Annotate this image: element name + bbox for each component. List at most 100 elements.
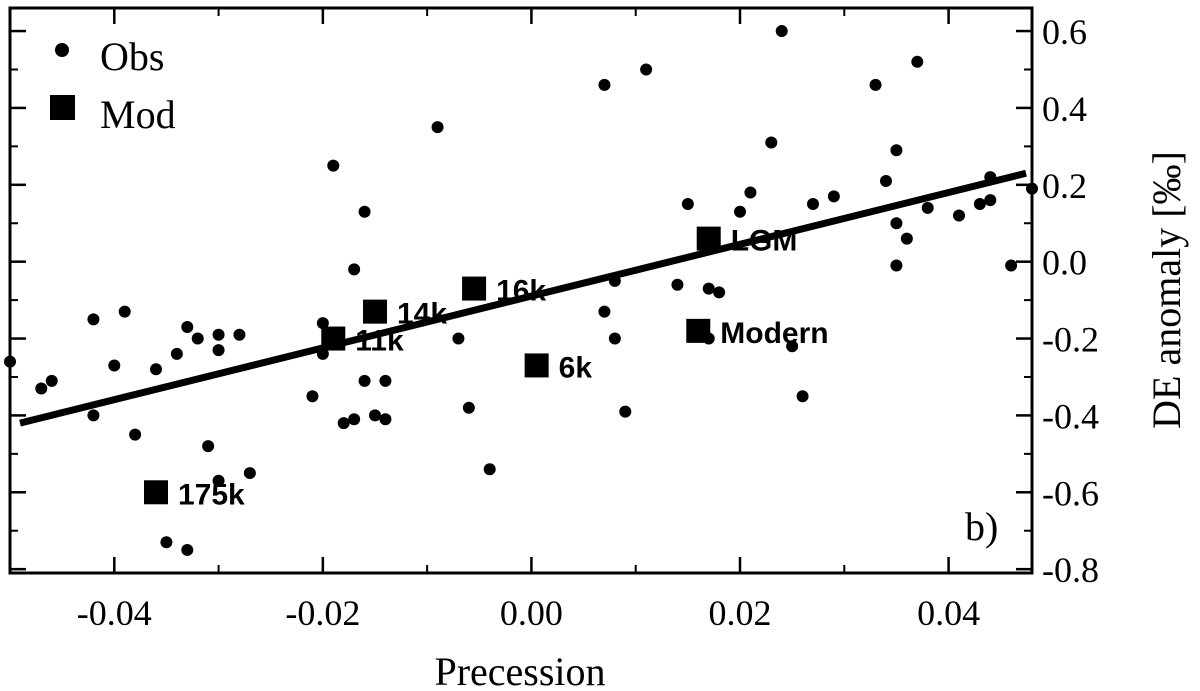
obs-point <box>181 543 194 556</box>
mod-point <box>321 326 346 351</box>
legend-mod-label: Mod <box>100 92 176 137</box>
y-axis: -0.8 -0.6 -0.4 -0.2 0.0 0.2 0.4 0.6 <box>10 12 1099 590</box>
mod-point-label: 11k <box>355 325 404 358</box>
obs-point <box>452 332 465 345</box>
y-tick-label: -0.4 <box>1042 396 1099 436</box>
obs-point <box>1005 259 1018 272</box>
obs-point <box>796 390 809 403</box>
mod-point-label: 175k <box>178 478 245 511</box>
obs-point <box>379 413 392 426</box>
y-tick-label: 0.4 <box>1042 89 1087 129</box>
obs-point <box>160 536 173 549</box>
x-tick-label: 0.04 <box>917 593 980 633</box>
mod-point <box>696 226 721 251</box>
mod-point <box>686 318 711 343</box>
regression-line <box>19 169 1027 427</box>
obs-point <box>827 190 840 203</box>
obs-point <box>358 205 371 218</box>
mod-point-label: 6k <box>559 351 593 384</box>
obs-point <box>984 194 997 207</box>
obs-point <box>306 390 319 403</box>
x-tick-label: -0.02 <box>285 593 360 633</box>
obs-point <box>619 405 632 418</box>
obs-point <box>243 467 256 480</box>
mod-point <box>363 299 387 324</box>
obs-point <box>181 321 194 334</box>
mod-point-label: LGM <box>731 225 798 258</box>
legend: Obs Mod <box>50 34 176 137</box>
obs-point <box>900 232 913 245</box>
obs-point <box>734 205 746 218</box>
obs-point <box>973 198 986 211</box>
obs-point <box>212 344 225 357</box>
x-tick-label: -0.04 <box>77 593 152 633</box>
obs-point <box>316 317 329 330</box>
obs-point <box>713 286 726 299</box>
obs-point <box>129 428 142 441</box>
obs-point <box>337 417 350 430</box>
obs-point <box>108 359 121 372</box>
obs-point <box>369 409 381 422</box>
mod-point-label: 16k <box>496 275 546 308</box>
obs-point <box>45 374 58 387</box>
y-tick-label: 0.2 <box>1042 166 1087 206</box>
legend-obs-marker <box>55 43 69 57</box>
obs-point <box>191 332 204 345</box>
obs-point <box>880 174 892 187</box>
obs-point <box>212 474 225 487</box>
x-axis-title: Precession <box>434 649 605 691</box>
obs-point <box>35 382 48 395</box>
mod-point-label: 14k <box>397 298 447 331</box>
legend-obs-label: Obs <box>100 34 164 79</box>
obs-point <box>4 355 16 368</box>
obs-point <box>765 136 778 149</box>
legend-mod-marker <box>50 95 75 120</box>
y-tick-label: 0.0 <box>1042 243 1087 283</box>
obs-point <box>212 328 225 341</box>
obs-point <box>744 186 757 199</box>
obs-series <box>4 25 1038 556</box>
y-axis-title: DE anomaly [‰] <box>1144 151 1189 429</box>
obs-point <box>87 313 100 326</box>
obs-point <box>233 328 246 341</box>
x-axis: -0.04 -0.02 0.00 0.02 0.04 <box>9 8 980 633</box>
obs-point <box>202 440 215 453</box>
mod-point <box>524 353 549 378</box>
mod-point <box>462 276 487 301</box>
mod-point <box>144 480 168 505</box>
obs-point <box>170 347 183 360</box>
obs-point <box>775 25 788 38</box>
y-tick-label: 0.6 <box>1042 12 1087 52</box>
obs-point <box>598 305 611 318</box>
obs-point <box>671 278 684 291</box>
obs-point <box>911 55 924 68</box>
obs-point <box>890 144 903 157</box>
y-tick-label: -0.6 <box>1042 473 1099 513</box>
obs-point <box>702 282 715 295</box>
obs-point <box>462 401 475 414</box>
mod-point-label: Modern <box>720 317 828 350</box>
obs-point <box>608 332 621 345</box>
obs-point <box>807 198 819 211</box>
obs-point <box>118 305 131 318</box>
obs-point <box>483 463 496 476</box>
obs-point <box>327 159 340 172</box>
obs-point <box>640 63 653 76</box>
plot-frame <box>8 6 1034 575</box>
obs-point <box>348 413 361 426</box>
panel-label: b) <box>965 504 998 549</box>
obs-point <box>890 259 903 272</box>
obs-point <box>348 263 361 276</box>
obs-point <box>598 78 611 91</box>
x-tick-label: 0.00 <box>500 593 563 633</box>
obs-point <box>786 340 799 353</box>
y-tick-label: -0.8 <box>1042 550 1099 590</box>
y-tick-label: -0.2 <box>1042 320 1099 360</box>
obs-point <box>921 201 934 214</box>
obs-point <box>681 198 694 211</box>
obs-point <box>869 78 882 91</box>
x-tick-label: 0.02 <box>709 593 772 633</box>
